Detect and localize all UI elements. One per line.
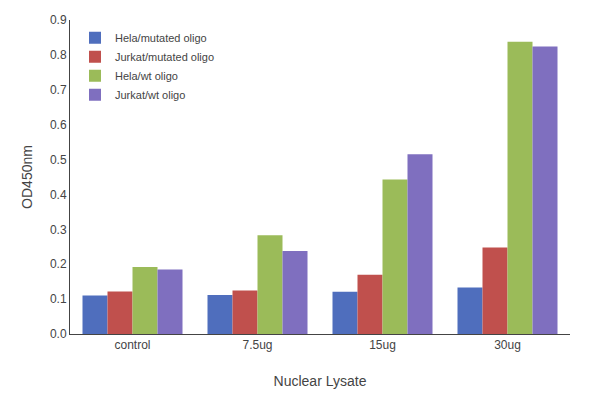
svg-text:0.0: 0.0 [50, 327, 67, 341]
svg-text:0.1: 0.1 [50, 292, 67, 306]
svg-text:Jurkat/wt oligo: Jurkat/wt oligo [115, 89, 185, 101]
svg-text:0.8: 0.8 [50, 48, 67, 62]
svg-text:0.6: 0.6 [50, 118, 67, 132]
svg-text:Hela/mutated oligo: Hela/mutated oligo [115, 32, 207, 44]
svg-text:Jurkat/mutated oligo: Jurkat/mutated oligo [115, 51, 214, 63]
svg-text:control: control [114, 338, 150, 352]
svg-text:0.5: 0.5 [50, 153, 67, 167]
svg-text:0.3: 0.3 [50, 223, 67, 237]
svg-text:0.4: 0.4 [50, 188, 67, 202]
svg-text:7.5ug: 7.5ug [242, 338, 272, 352]
svg-text:Hela/wt oligo: Hela/wt oligo [115, 70, 178, 82]
svg-text:Nuclear Lysate: Nuclear Lysate [274, 373, 367, 389]
svg-text:15ug: 15ug [369, 338, 396, 352]
svg-text:0.7: 0.7 [50, 83, 67, 97]
svg-text:0.2: 0.2 [50, 257, 67, 271]
svg-text:0.9: 0.9 [50, 13, 67, 27]
svg-text:OD450nm: OD450nm [19, 145, 35, 209]
svg-text:30ug: 30ug [494, 338, 521, 352]
